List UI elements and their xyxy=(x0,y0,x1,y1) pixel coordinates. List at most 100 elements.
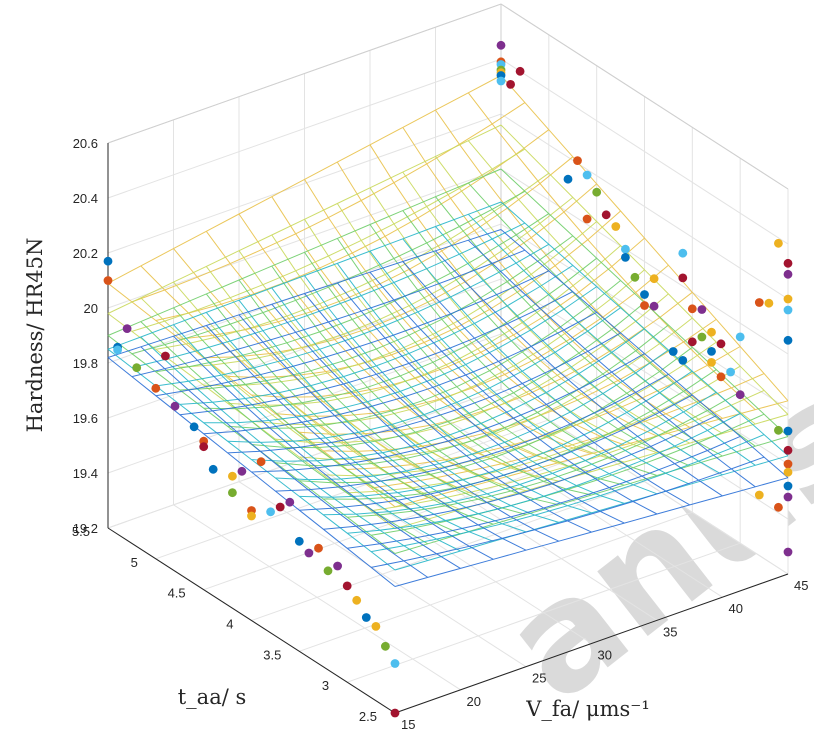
data-point xyxy=(649,274,659,284)
data-point xyxy=(199,442,209,452)
data-point xyxy=(621,253,630,262)
data-point xyxy=(783,459,793,469)
data-point xyxy=(294,536,304,546)
data-point xyxy=(726,367,735,377)
y-tick-label: 3 xyxy=(322,678,329,693)
surface-mesh-line xyxy=(131,249,526,378)
surface-mesh-line xyxy=(500,229,789,479)
data-point xyxy=(592,187,602,197)
x-tick-label: 45 xyxy=(794,578,808,593)
x-tick-label: 20 xyxy=(467,694,481,709)
data-point xyxy=(707,358,716,367)
data-point xyxy=(390,708,400,718)
data-point xyxy=(783,492,793,502)
surface-mesh xyxy=(107,201,789,571)
z-tick-label: 20.4 xyxy=(73,191,98,206)
y-axis-title: t_aa/ s xyxy=(178,685,247,709)
x-tick-label: 40 xyxy=(729,601,743,616)
data-point xyxy=(754,298,764,307)
data-point xyxy=(342,581,352,591)
y-tick-label: 4.5 xyxy=(168,586,186,601)
surface-mesh-line xyxy=(107,201,502,350)
data-point xyxy=(764,298,774,308)
data-point xyxy=(228,471,237,481)
surface-mesh-line xyxy=(500,124,789,415)
data-point xyxy=(735,332,745,342)
x-tick-label: 30 xyxy=(598,648,612,663)
data-point xyxy=(783,426,793,436)
surface-mesh-line xyxy=(500,75,789,402)
data-point xyxy=(266,507,275,517)
data-point xyxy=(783,481,793,491)
data-point xyxy=(113,345,122,355)
data-point xyxy=(208,464,218,474)
data-point xyxy=(678,356,688,365)
surface-mesh xyxy=(107,124,789,530)
data-point xyxy=(573,156,582,166)
x-axis-title: V_fa/ μms⁻¹ xyxy=(525,697,650,721)
x-tick-label: 15 xyxy=(401,717,415,729)
data-point xyxy=(783,547,793,557)
data-point xyxy=(381,641,390,651)
z-tick-label: 20 xyxy=(84,301,98,316)
data-point xyxy=(323,566,333,576)
data-point xyxy=(678,273,688,283)
data-point xyxy=(611,222,621,231)
data-point xyxy=(304,548,314,558)
data-point xyxy=(247,511,256,521)
data-point xyxy=(707,347,716,356)
surface-mesh-line xyxy=(107,75,502,284)
data-point xyxy=(515,66,525,76)
data-point xyxy=(496,40,506,50)
surface-mesh xyxy=(107,229,789,587)
surface-mesh-line xyxy=(500,201,789,457)
data-point xyxy=(783,258,793,268)
surface-mesh-line xyxy=(107,168,502,336)
data-point xyxy=(361,613,371,622)
data-point xyxy=(132,363,142,373)
data-point xyxy=(649,301,659,311)
data-point xyxy=(687,337,697,347)
surface-mesh-line xyxy=(107,229,502,358)
surface-mesh-line xyxy=(155,243,550,387)
data-point xyxy=(697,332,707,342)
z-axis-title: Hardness/ HR45N xyxy=(23,238,47,433)
data-point xyxy=(103,256,113,266)
data-point xyxy=(678,248,688,258)
data-point xyxy=(621,244,630,254)
y-tick-label: 5 xyxy=(131,555,138,570)
fitted-surfaces xyxy=(107,75,789,587)
y-tick-label: 2.5 xyxy=(359,709,377,724)
data-point xyxy=(687,304,697,314)
surface-mesh-line xyxy=(107,124,502,314)
axis-titles: Hardness/ HR45N t_aa/ s V_fa/ μms⁻¹ xyxy=(23,238,650,721)
surface-mesh-line xyxy=(467,239,756,488)
data-point xyxy=(506,80,515,89)
data-point xyxy=(754,490,764,500)
data-point xyxy=(122,324,132,333)
surface-mesh-line xyxy=(467,182,756,447)
data-point xyxy=(783,335,793,345)
data-point xyxy=(314,543,323,553)
data-point xyxy=(774,425,783,435)
data-point xyxy=(716,372,726,382)
data-point xyxy=(774,238,783,248)
surface-mesh-line xyxy=(155,172,550,350)
data-point xyxy=(601,210,611,220)
y-tick-label: 5.5 xyxy=(72,524,90,539)
data-point xyxy=(390,659,400,668)
data-point xyxy=(716,339,726,349)
data-point xyxy=(783,467,793,477)
data-point xyxy=(582,214,592,224)
data-point xyxy=(735,390,745,400)
z-tick-label: 20.2 xyxy=(73,246,98,261)
surface-mesh-line xyxy=(131,148,526,332)
y-axis-line xyxy=(107,527,396,714)
data-point xyxy=(707,327,716,337)
surface-mesh-line xyxy=(131,190,526,355)
data-point xyxy=(668,347,678,356)
data-point xyxy=(783,294,793,304)
data-point xyxy=(161,351,170,361)
z-tick-label: 19.6 xyxy=(73,411,98,426)
data-point xyxy=(496,76,506,86)
